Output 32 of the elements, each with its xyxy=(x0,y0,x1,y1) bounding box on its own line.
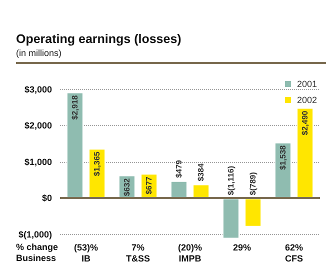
x-tick-label: 29% xyxy=(232,242,252,252)
data-label: $1,538 xyxy=(278,144,288,170)
data-label: $(1,116) xyxy=(226,166,236,196)
y-tick-label: $1,000 xyxy=(24,156,52,167)
chart-subtitle: (in millions) xyxy=(16,48,62,58)
legend-label: 2001 xyxy=(296,79,318,89)
x-tick-label: (20)% IMPB xyxy=(178,242,202,264)
text: % change xyxy=(16,242,58,252)
y-tick-label: $2,000 xyxy=(24,120,52,131)
y-tick-label: $(1,000) xyxy=(18,230,52,240)
bar xyxy=(170,180,188,198)
x-tick-label: (53)% IB xyxy=(74,242,98,264)
chart-title: Operating earnings (losses) xyxy=(16,32,182,46)
bar xyxy=(244,198,262,227)
y-tick-label: $0 xyxy=(42,193,52,204)
bar xyxy=(296,108,314,198)
data-label: $479 xyxy=(174,159,184,178)
data-label: $1,365 xyxy=(92,151,102,176)
bar xyxy=(192,184,210,198)
bar xyxy=(222,198,240,239)
bar xyxy=(66,92,84,198)
data-label: $2,918 xyxy=(70,94,80,120)
y-tick-label: $3,000 xyxy=(24,84,52,94)
x-tick-label: 62% CFS xyxy=(284,242,304,264)
legend-label: 2002 xyxy=(296,95,318,105)
data-label: $384 xyxy=(196,162,206,182)
data-label: $(789) xyxy=(248,172,258,196)
x-tick-label: 7% T&SS xyxy=(126,242,150,264)
data-label: $632 xyxy=(122,178,132,196)
text: Business xyxy=(16,253,56,263)
data-label: $677 xyxy=(144,176,154,194)
data-label: $2,490 xyxy=(300,110,310,136)
